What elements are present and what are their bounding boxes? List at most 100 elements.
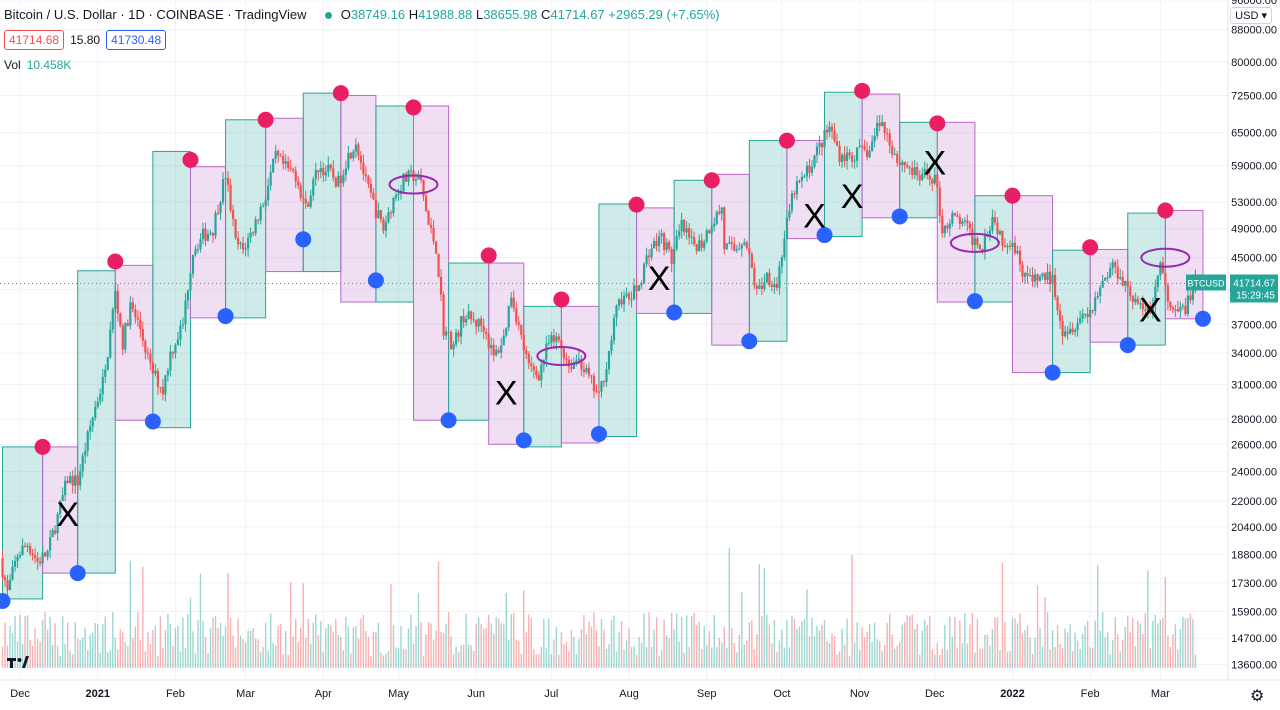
volume-bar	[658, 655, 660, 668]
candle-body	[800, 176, 804, 181]
volume-bar	[325, 628, 327, 668]
candle-body	[1056, 297, 1059, 311]
candle-body	[703, 241, 706, 248]
candle-body	[612, 318, 616, 341]
candle-body	[1166, 285, 1169, 302]
candle-body	[805, 165, 809, 177]
candle-body	[918, 175, 921, 181]
range-box	[523, 305, 562, 448]
volume-bar	[688, 647, 690, 668]
price-tick-label: 65000.00	[1231, 128, 1277, 140]
volume-bar	[194, 653, 197, 668]
candle-body	[1189, 295, 1192, 301]
volume-bar	[385, 653, 387, 668]
volume-legend: Vol 10.458K	[4, 58, 71, 72]
volume-bar	[550, 654, 553, 668]
volume-bar	[580, 628, 583, 668]
candle-body	[344, 168, 347, 175]
volume-bar	[1172, 634, 1174, 668]
candle-body	[151, 362, 154, 374]
volume-bar	[528, 614, 530, 668]
volume-bar	[605, 649, 608, 668]
volume-bar	[896, 645, 898, 668]
volume-bar	[475, 623, 477, 668]
candle-body	[632, 285, 636, 299]
candle-body	[951, 213, 954, 224]
candle-body	[36, 557, 39, 562]
volume-bar	[232, 635, 234, 668]
candle-body	[114, 290, 117, 310]
volume-bar	[1144, 612, 1146, 668]
price-tick-label: 45000.00	[1231, 253, 1277, 265]
candle-body	[334, 177, 337, 187]
candle-body	[698, 240, 701, 252]
candle-body	[409, 170, 413, 172]
candle-body	[384, 222, 388, 231]
sell-button[interactable]: 41714.68	[4, 30, 65, 50]
buy-button[interactable]: 41730.48	[106, 30, 167, 50]
volume-bar	[139, 640, 142, 668]
candle-body	[615, 305, 618, 319]
volume-bar	[500, 623, 502, 668]
candle-body	[828, 126, 831, 133]
volume-bar	[345, 616, 347, 668]
volume-bar	[412, 643, 415, 668]
volume-bar	[690, 616, 693, 668]
candle-body	[439, 276, 443, 295]
volume-bar	[1041, 646, 1044, 668]
candle-body	[866, 149, 869, 158]
candle-body	[642, 264, 646, 284]
candle-body	[1139, 303, 1142, 305]
annotation-label: X	[841, 178, 864, 216]
volume-bar	[387, 650, 390, 668]
candle-body	[745, 242, 748, 248]
candle-body	[1008, 246, 1012, 248]
settings-gear-icon[interactable]: ⚙	[1250, 688, 1265, 705]
candle-body	[502, 335, 505, 346]
candle-body	[1046, 271, 1049, 280]
candle-body	[790, 193, 794, 211]
volume-bar	[147, 632, 149, 668]
volume-bar	[548, 618, 550, 668]
low-value: 38655.98	[483, 7, 538, 22]
volume-bar	[876, 639, 878, 668]
volume-bar	[665, 635, 668, 668]
candle-body	[557, 336, 560, 341]
volume-bar	[598, 646, 600, 668]
candle-body	[873, 135, 876, 142]
currency-dropdown[interactable]: USD ▾	[1230, 7, 1272, 24]
candle-body	[317, 170, 320, 173]
volume-bar	[87, 650, 89, 668]
candle-body	[1033, 274, 1037, 282]
candle-body	[876, 122, 879, 136]
volume-bar	[84, 628, 86, 668]
volume-bar	[297, 642, 299, 668]
volume-bar	[513, 612, 515, 668]
candle-body	[783, 238, 786, 258]
candle-body	[850, 155, 854, 162]
volume-bar	[1066, 632, 1069, 668]
volume-bar	[1101, 612, 1104, 668]
volume-bar	[197, 620, 199, 668]
candle-body	[1081, 313, 1084, 319]
candle-body	[1171, 307, 1174, 310]
volume-bar	[986, 634, 989, 668]
tradingview-logo-icon[interactable]	[6, 653, 30, 671]
symbol-title[interactable]: Bitcoin / U.S. Dollar · 1D · COINBASE · …	[4, 7, 307, 22]
candle-body	[204, 228, 207, 241]
volume-bar	[440, 631, 442, 668]
volume-bar	[901, 624, 903, 668]
volume-bar	[736, 652, 738, 668]
volume-bar	[523, 590, 525, 668]
price-axis[interactable]: 96000.00 88000.00 80000.00 72500.00 65000.00…	[1186, 0, 1280, 680]
candle-body	[678, 231, 681, 237]
candle-body	[765, 272, 768, 283]
range-box	[636, 207, 675, 314]
volume-bar	[510, 614, 512, 668]
time-axis[interactable]: Dec 2021 Feb Mar Apr May Jun Jul Aug Sep Oct Nov Dec…	[0, 679, 1280, 710]
candle-body	[941, 215, 944, 234]
volume-bar	[11, 633, 14, 668]
volume-bar	[1189, 613, 1192, 668]
candle-body	[292, 169, 295, 171]
